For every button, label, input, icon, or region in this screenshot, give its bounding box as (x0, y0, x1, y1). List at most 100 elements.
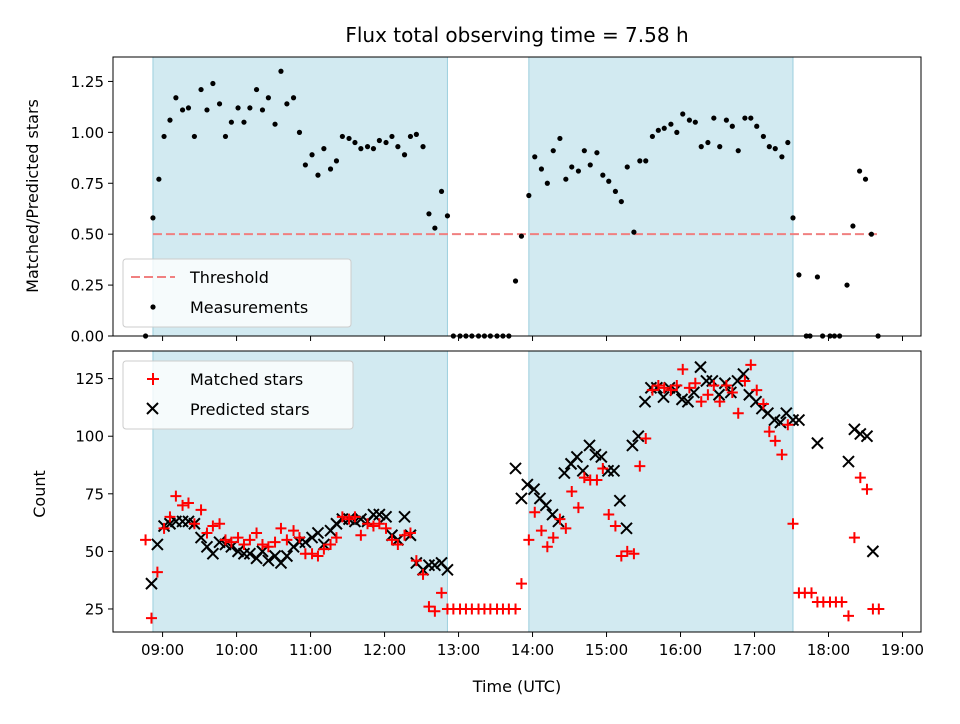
predicted-stars-point (428, 558, 442, 572)
matched-stars-point (615, 550, 627, 562)
matched-stars-point (336, 511, 348, 523)
matched-stars-point (541, 541, 553, 553)
measurement-point (156, 176, 162, 182)
measurement-point (247, 105, 253, 111)
matched-stars-point (646, 384, 658, 396)
predicted-stars-point (694, 360, 707, 374)
matched-stars-point (757, 398, 769, 410)
measurements-points (142, 68, 881, 339)
measurement-point (729, 123, 735, 129)
matched-stars-point (720, 380, 732, 392)
measurement-point (711, 115, 717, 121)
top-legend-box (122, 258, 352, 328)
measurement-point (352, 139, 358, 146)
matched-stars-point (640, 433, 652, 445)
matched-stars-point (410, 555, 422, 567)
measurement-point (594, 150, 600, 156)
matched-stars-point (547, 532, 559, 544)
matched-stars-point (380, 522, 392, 534)
measurement-point (526, 192, 532, 199)
predicted-stars-point (811, 436, 824, 450)
measurement-point (426, 211, 432, 217)
predicted-stars-point (866, 545, 880, 558)
observing-window-band (528, 56, 794, 337)
predicted-stars-point (151, 538, 164, 551)
top-y-axis: 0.00 0.25 0.50 0.75 1.00 1.25 (71, 73, 113, 346)
measurement-point (161, 133, 167, 140)
measurement-point (284, 101, 290, 107)
measurement-point (315, 172, 321, 178)
matched-stars-point (873, 603, 885, 615)
matched-stars-point (515, 578, 527, 590)
matched-stars-point (597, 462, 609, 474)
measurement-point (216, 101, 223, 107)
matched-stars-point (140, 534, 152, 546)
measurement-point (717, 144, 723, 150)
matched-stars-point (262, 541, 274, 553)
measurement-point (796, 272, 802, 278)
measurement-point (309, 152, 315, 158)
predicted-stars-point (718, 377, 732, 390)
measurement-point (327, 166, 334, 172)
measurement-point (680, 111, 686, 117)
x-tick-label: 19:00 (881, 641, 924, 659)
measurement-point (600, 172, 606, 178)
x-tick-label: 14:00 (511, 641, 554, 659)
matched-stars-point (739, 375, 751, 387)
x-tick-label: 15:00 (585, 641, 628, 659)
matched-stars-point (782, 419, 794, 431)
predicted-stars-point (206, 547, 220, 560)
measurement-point (790, 215, 796, 221)
matched-stars-point (275, 522, 287, 534)
measurement-point (438, 188, 445, 195)
predicted-legend-label: Predicted stars (190, 400, 310, 419)
matched-stars-point (182, 497, 194, 509)
predicted-stars-points (145, 360, 880, 590)
measurement-point (191, 133, 197, 140)
bottom-plot-frame (112, 350, 922, 633)
matched-stars-point (578, 472, 590, 484)
predicted-stars-point (558, 466, 571, 480)
measurement-point (624, 164, 630, 170)
matched-stars-point (349, 511, 361, 523)
matched-stars-point (151, 566, 163, 578)
measurement-point (179, 107, 186, 113)
matched-legend-swatch (147, 373, 159, 385)
matched-stars-points (140, 359, 885, 624)
measurement-point (532, 154, 538, 160)
matched-stars-point (355, 529, 367, 541)
measurement-point (723, 117, 729, 123)
matched-stars-point (288, 525, 300, 537)
matched-stars-point (836, 596, 848, 608)
matched-stars-point (683, 382, 695, 394)
matched-stars-point (164, 511, 176, 523)
matched-stars-point (708, 380, 720, 392)
matched-stars-point (763, 426, 775, 438)
top-plot-frame (112, 56, 922, 337)
measurement-point (241, 119, 247, 125)
measurement-point (844, 282, 850, 288)
matched-stars-point (429, 605, 441, 617)
bottom-legend-box (122, 360, 354, 430)
matched-legend-label: Matched stars (190, 370, 303, 389)
bottom-legend: Matched stars Predicted stars (122, 360, 354, 430)
matched-stars-point (842, 610, 854, 622)
measurement-point (856, 168, 863, 174)
measurement-point (383, 139, 389, 146)
matched-stars-point (652, 380, 664, 392)
matched-stars-point (751, 384, 763, 396)
threshold-legend-label: Threshold (189, 268, 269, 287)
matched-stars-point (244, 534, 256, 546)
top-legend: Threshold Measurements (122, 258, 352, 328)
y-tick-label: 100 (75, 428, 104, 446)
predicted-stars-point (280, 549, 294, 563)
y-tick-label: 75 (85, 485, 104, 503)
matched-stars-point (399, 529, 411, 541)
y-tick-label: 1.00 (71, 124, 104, 142)
measurement-point (235, 105, 241, 111)
measurement-point (814, 274, 821, 280)
matched-stars-point (423, 601, 435, 613)
matched-stars-point (776, 449, 788, 461)
